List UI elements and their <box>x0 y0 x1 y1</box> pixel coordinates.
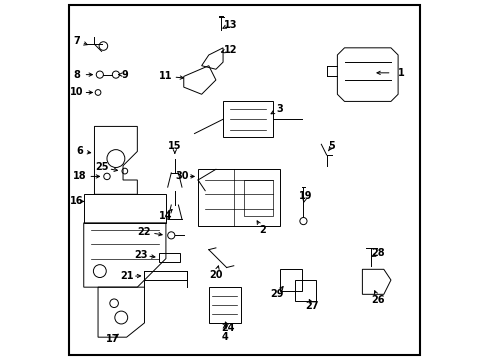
Bar <box>244 180 272 216</box>
Text: 10: 10 <box>70 87 83 98</box>
Text: 15: 15 <box>168 141 181 151</box>
Text: 3: 3 <box>276 104 283 113</box>
Text: 9: 9 <box>121 69 128 80</box>
Text: 16: 16 <box>70 197 83 206</box>
Text: 5: 5 <box>328 141 335 151</box>
Text: 17: 17 <box>105 334 119 344</box>
Text: 7: 7 <box>73 36 80 46</box>
Text: 6: 6 <box>77 147 83 157</box>
Text: 24: 24 <box>221 323 235 333</box>
Text: 26: 26 <box>371 295 385 305</box>
Text: 23: 23 <box>134 250 147 260</box>
Text: 22: 22 <box>138 227 151 237</box>
Text: 2: 2 <box>259 225 265 235</box>
Text: 28: 28 <box>371 248 385 258</box>
Text: 13: 13 <box>223 19 237 30</box>
Text: 30: 30 <box>175 171 188 181</box>
Text: 20: 20 <box>209 270 222 280</box>
Text: 29: 29 <box>269 289 283 299</box>
Text: 18: 18 <box>73 171 87 181</box>
Text: 12: 12 <box>223 45 237 55</box>
Text: 4: 4 <box>221 332 228 342</box>
Text: 27: 27 <box>305 301 319 311</box>
Text: 11: 11 <box>159 71 172 81</box>
Text: 14: 14 <box>159 211 172 221</box>
Text: 1: 1 <box>398 68 404 78</box>
Text: 19: 19 <box>298 191 311 201</box>
Text: 8: 8 <box>73 69 80 80</box>
Text: 21: 21 <box>120 271 133 282</box>
Text: 25: 25 <box>95 162 108 172</box>
